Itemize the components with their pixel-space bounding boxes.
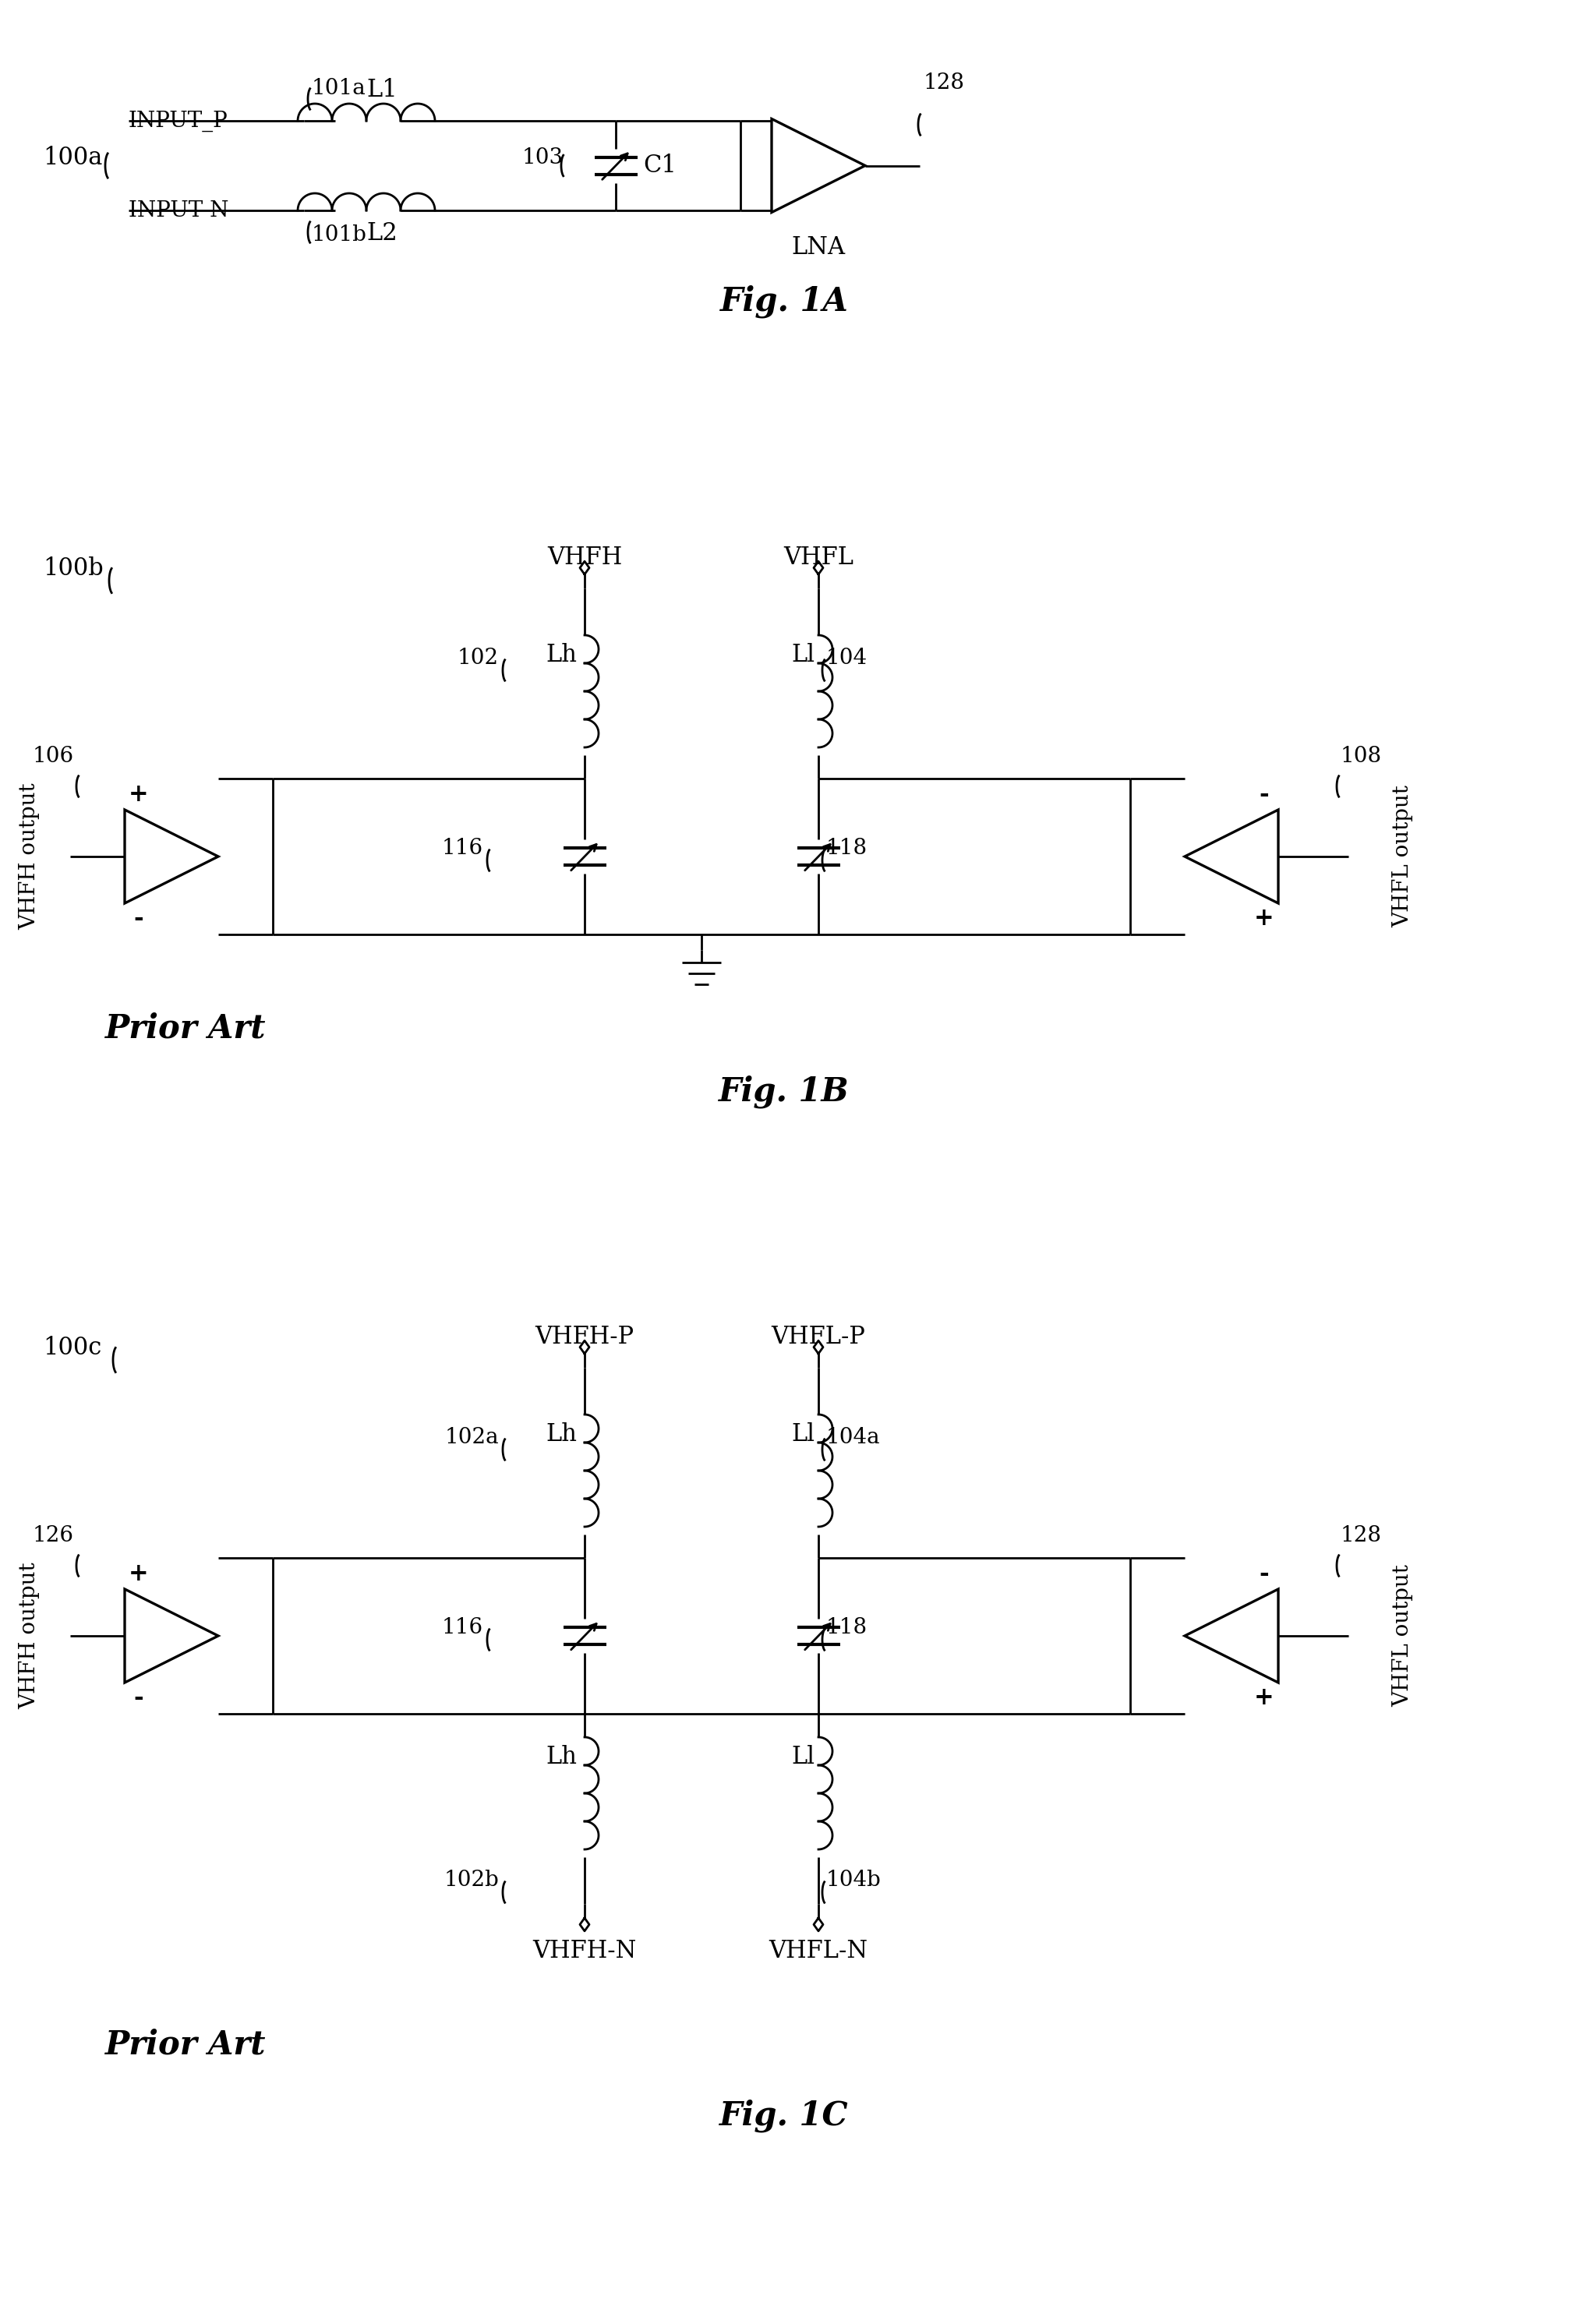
Text: Ll: Ll xyxy=(791,1745,814,1769)
Text: -: - xyxy=(1260,1562,1269,1585)
Text: INPUT_P: INPUT_P xyxy=(129,109,228,132)
Text: 126: 126 xyxy=(33,1525,74,1545)
Text: +: + xyxy=(129,1562,149,1585)
Text: C1: C1 xyxy=(643,153,676,177)
Text: Ll: Ll xyxy=(791,644,814,667)
Text: LNA: LNA xyxy=(791,235,846,260)
Text: 116: 116 xyxy=(442,1618,483,1638)
Text: +: + xyxy=(1254,906,1274,930)
Text: VHFH output: VHFH output xyxy=(19,783,41,930)
Text: L2: L2 xyxy=(366,221,397,246)
Text: VHFL output: VHFL output xyxy=(1392,1564,1414,1708)
Text: 104b: 104b xyxy=(827,1871,882,1892)
Text: VHFL-P: VHFL-P xyxy=(772,1325,866,1348)
Text: VHFH-P: VHFH-P xyxy=(535,1325,634,1348)
Text: Lh: Lh xyxy=(546,1745,577,1769)
Text: 103: 103 xyxy=(522,146,563,167)
Text: 106: 106 xyxy=(33,746,74,767)
Text: 116: 116 xyxy=(442,839,483,860)
Text: 100b: 100b xyxy=(42,558,104,581)
Text: Fig. 1A: Fig. 1A xyxy=(720,284,849,318)
Text: INPUT N: INPUT N xyxy=(129,200,229,221)
Text: VHFH-N: VHFH-N xyxy=(532,1938,637,1964)
Text: Prior Art: Prior Art xyxy=(105,1013,267,1046)
Text: -: - xyxy=(133,1685,144,1710)
Text: Lh: Lh xyxy=(546,644,577,667)
Text: 102a: 102a xyxy=(444,1427,499,1448)
Text: Ll: Ll xyxy=(791,1422,814,1446)
Text: Fig. 1C: Fig. 1C xyxy=(720,2099,849,2131)
Text: VHFL-N: VHFL-N xyxy=(769,1938,868,1964)
Text: Fig. 1B: Fig. 1B xyxy=(719,1074,849,1109)
Text: +: + xyxy=(129,783,149,806)
Text: 102: 102 xyxy=(458,648,499,669)
Text: 128: 128 xyxy=(924,72,965,93)
Text: 104: 104 xyxy=(827,648,868,669)
Text: 101a: 101a xyxy=(312,79,366,100)
Text: +: + xyxy=(1254,1685,1274,1710)
Text: VHFL output: VHFL output xyxy=(1392,786,1414,927)
Text: 108: 108 xyxy=(1340,746,1382,767)
Text: Lh: Lh xyxy=(546,1422,577,1446)
Text: 128: 128 xyxy=(1340,1525,1382,1545)
Text: -: - xyxy=(1260,783,1269,806)
Text: VHFH: VHFH xyxy=(548,546,621,569)
Text: 100c: 100c xyxy=(42,1336,102,1360)
Text: -: - xyxy=(133,906,144,930)
Text: 118: 118 xyxy=(827,1618,868,1638)
Text: VHFL: VHFL xyxy=(783,546,854,569)
Text: 102b: 102b xyxy=(444,1871,499,1892)
Text: VHFH output: VHFH output xyxy=(19,1562,41,1710)
Text: L1: L1 xyxy=(366,79,397,102)
Text: 118: 118 xyxy=(827,839,868,860)
Text: 100a: 100a xyxy=(42,146,102,170)
Text: 104a: 104a xyxy=(827,1427,880,1448)
Text: Prior Art: Prior Art xyxy=(105,2029,267,2061)
Text: 101b: 101b xyxy=(312,225,367,246)
